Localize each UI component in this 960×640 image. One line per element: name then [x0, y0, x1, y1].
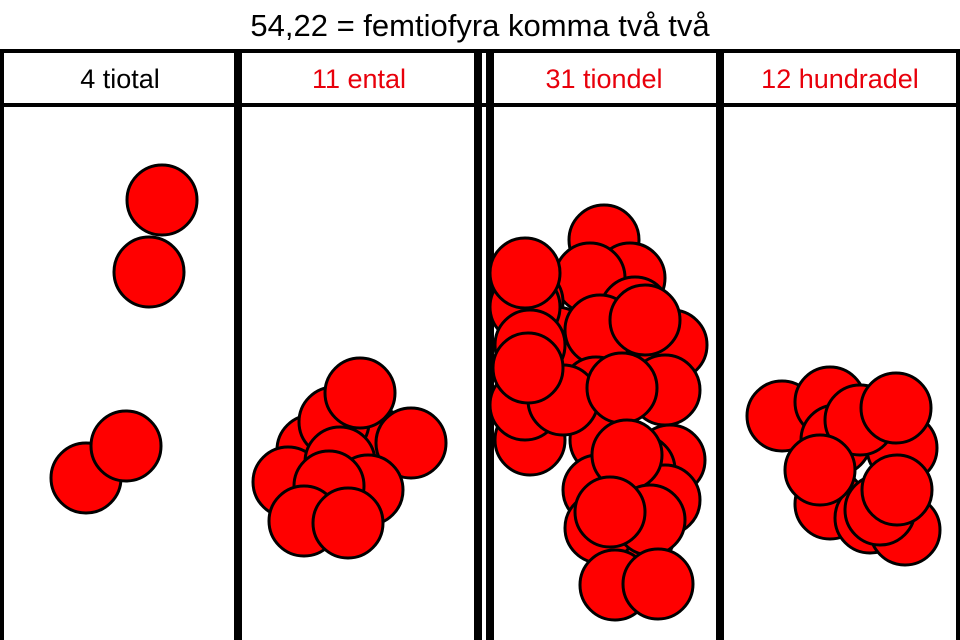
column-label-hundredths: 12 hundradel: [761, 64, 919, 94]
decimal-divider: [474, 51, 482, 640]
ones-counter[interactable]: [311, 486, 385, 560]
hundredths-counter[interactable]: [859, 371, 933, 445]
tenths-counter[interactable]: [573, 475, 647, 549]
tenths-counter[interactable]: [621, 547, 695, 621]
tens-counter[interactable]: [112, 235, 186, 309]
tenths-counter[interactable]: [608, 283, 682, 357]
title: 54,22 = femtiofyra komma två två: [250, 8, 710, 43]
tenths-counter[interactable]: [585, 351, 659, 425]
column-label-tens: 4 tiotal: [80, 64, 160, 94]
hundredths-counter[interactable]: [783, 433, 857, 507]
hundredths-counter[interactable]: [860, 453, 934, 527]
column-label-tenths: 31 tiondel: [545, 64, 662, 94]
ones-counter[interactable]: [323, 356, 397, 430]
column-label-ones: 11 ental: [312, 64, 406, 94]
column-divider: [716, 51, 724, 640]
tenths-counter[interactable]: [488, 236, 562, 310]
tenths-counter[interactable]: [491, 331, 565, 405]
decimal-divider-inner: [486, 51, 494, 640]
counters: [49, 163, 942, 622]
tens-counter[interactable]: [89, 409, 163, 483]
tens-counter[interactable]: [125, 163, 199, 237]
column-divider: [234, 51, 242, 640]
ones-counter[interactable]: [374, 406, 448, 480]
